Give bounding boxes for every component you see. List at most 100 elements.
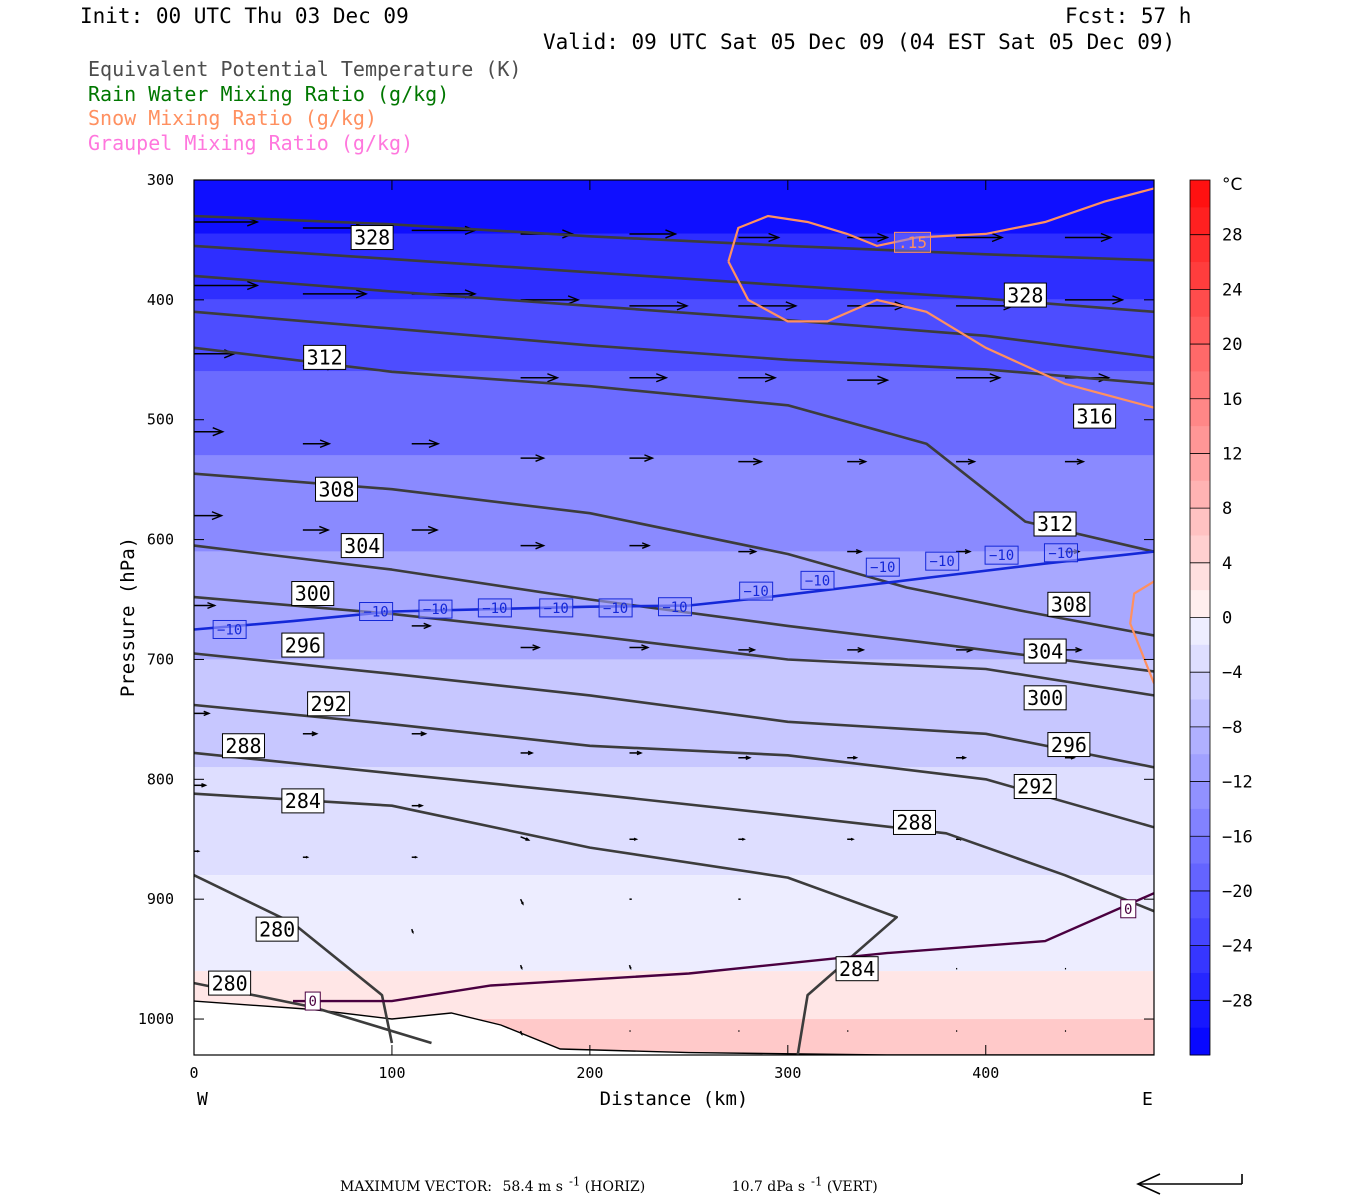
- wind-vector-head: [749, 548, 758, 555]
- wind-vector-head: [1075, 646, 1083, 653]
- colorbar-tick-label: −12: [1222, 773, 1253, 793]
- wind-vector: [629, 229, 678, 239]
- isotherm-label-text: −10: [482, 601, 507, 617]
- wind-vector-head: [785, 301, 798, 311]
- wind-vector-head: [420, 731, 428, 737]
- theta-e-label-text: 304: [344, 534, 380, 558]
- isotherm-zero-label: 0: [304, 991, 321, 1011]
- colorbar-tick-label: −16: [1222, 827, 1253, 847]
- theta-e-label-box: [1013, 774, 1057, 800]
- theta-e-label-box: [315, 476, 359, 502]
- wind-vector: [302, 525, 331, 535]
- theta-e-label: 328: [350, 225, 394, 251]
- colorbar-swatch: [1190, 262, 1210, 290]
- wind-vector: [519, 964, 523, 971]
- colorbar-tick-label: −24: [1222, 937, 1253, 957]
- colorbar-swatch: [1190, 234, 1210, 263]
- reference-vector-arrow: [1136, 1173, 1243, 1195]
- wind-vector: [1064, 295, 1125, 305]
- isotherm-label-text: −10: [603, 601, 628, 617]
- isotherm-label-box: [418, 599, 453, 619]
- x-axis-title: Distance (km): [600, 1088, 749, 1110]
- temperature-band: [194, 875, 1154, 972]
- colorbar-tick-label: 28: [1222, 226, 1242, 246]
- wind-vector: [302, 439, 332, 449]
- init-time: Init: 00 UTC Thu 03 Dec 09: [80, 4, 409, 28]
- wind-vector: [411, 622, 433, 630]
- isotherm-label-text: −10: [805, 573, 830, 589]
- x-tick-label: 400: [972, 1064, 999, 1082]
- wind-vector: [847, 548, 863, 555]
- isotherm-label: −10: [800, 570, 835, 590]
- theta-e-label-box: [1033, 511, 1077, 537]
- theta-e-label-box: [1023, 638, 1067, 664]
- wind-vector-head: [850, 837, 855, 841]
- isotherm-label-text: −10: [870, 560, 895, 576]
- theta-e-contour: [194, 346, 1154, 553]
- theta-e-label: 300: [1023, 685, 1067, 711]
- wind-vector-head: [741, 837, 746, 841]
- colorbar-swatch: [1190, 508, 1210, 536]
- theta-e-label-text: 300: [295, 582, 331, 606]
- wind-vector-head: [319, 439, 332, 449]
- terrain-fill: [194, 1001, 1154, 1055]
- theta-e-label: 304: [1023, 638, 1067, 664]
- theta-e-label-text: 316: [1077, 404, 1113, 428]
- temperature-band: [194, 455, 1154, 552]
- isotherm-label-box: [598, 598, 633, 618]
- theta-e-label-box: [1073, 403, 1117, 429]
- legend-theta-e: Equivalent Potential Temperature (K): [88, 57, 522, 81]
- side-label-east: E: [1142, 1089, 1153, 1110]
- theta-e-contour: [194, 792, 899, 1055]
- wind-vector: [520, 836, 531, 841]
- theta-e-label: 296: [1047, 732, 1091, 758]
- theta-e-label: 304: [340, 533, 384, 559]
- x-tick-label: 300: [774, 1064, 801, 1082]
- theta-e-label-text: 300: [1027, 686, 1063, 710]
- isotherm-label: −10: [359, 602, 394, 622]
- theta-e-label-box: [221, 733, 265, 759]
- wind-vector-head: [858, 458, 868, 465]
- colorbar-tick-label: 20: [1222, 335, 1242, 355]
- colorbar-swatch: [1190, 754, 1210, 783]
- isotherm-label-text: −10: [989, 548, 1014, 564]
- theta-e-label-box: [835, 956, 879, 982]
- isotherm-label: −10: [477, 598, 512, 618]
- colorbar-swatch: [1190, 371, 1210, 400]
- x-tick-label: 200: [576, 1064, 603, 1082]
- colorbar-tick-label: 24: [1222, 280, 1242, 300]
- theta-e-label: 300: [291, 581, 335, 607]
- wind-vector: [847, 646, 866, 653]
- isotherm-label: −10: [1043, 543, 1078, 563]
- wind-vector-head: [418, 803, 424, 808]
- wind-vector-head: [1112, 295, 1125, 305]
- wind-vector-head: [641, 542, 651, 549]
- theta-e-label: 292: [1013, 774, 1057, 800]
- legend-rain: Rain Water Mixing Ratio (g/kg): [88, 82, 450, 106]
- wind-vector: [411, 803, 424, 808]
- colorbar-swatch: [1190, 289, 1210, 318]
- wind-vector-head: [989, 373, 1002, 383]
- theta-e-label-box: [1023, 685, 1067, 711]
- max-vector-footer: MAXIMUM VECTOR: 58.4 m s -1 (HORIZ) 10.7 …: [340, 1174, 890, 1195]
- wind-vector-head: [411, 930, 414, 935]
- wind-vector: [194, 710, 211, 717]
- colorbar-swatch: [1190, 398, 1210, 427]
- theta-e-label-box: [1047, 732, 1091, 758]
- theta-e-label: 312: [1033, 511, 1077, 537]
- wind-vector: [956, 458, 977, 465]
- wind-vector-head: [964, 548, 972, 555]
- wind-vector-head: [211, 511, 224, 521]
- colorbar-swatch: [1190, 1027, 1210, 1056]
- colorbar-swatch: [1190, 918, 1210, 947]
- wind-vector-head: [212, 427, 225, 437]
- isotherm-zero-label-box: [1120, 899, 1137, 919]
- theta-e-label-box: [340, 533, 384, 559]
- colorbar-swatch: [1190, 562, 1210, 591]
- wind-vector-head: [535, 454, 546, 462]
- wind-vector: [302, 731, 319, 737]
- wind-vector-head: [532, 644, 541, 651]
- vert-vector-value: 10.7 dPa s -1 (VERT): [731, 1174, 878, 1195]
- colorbar-swatch: [1190, 180, 1210, 208]
- wind-vector-head: [764, 373, 778, 383]
